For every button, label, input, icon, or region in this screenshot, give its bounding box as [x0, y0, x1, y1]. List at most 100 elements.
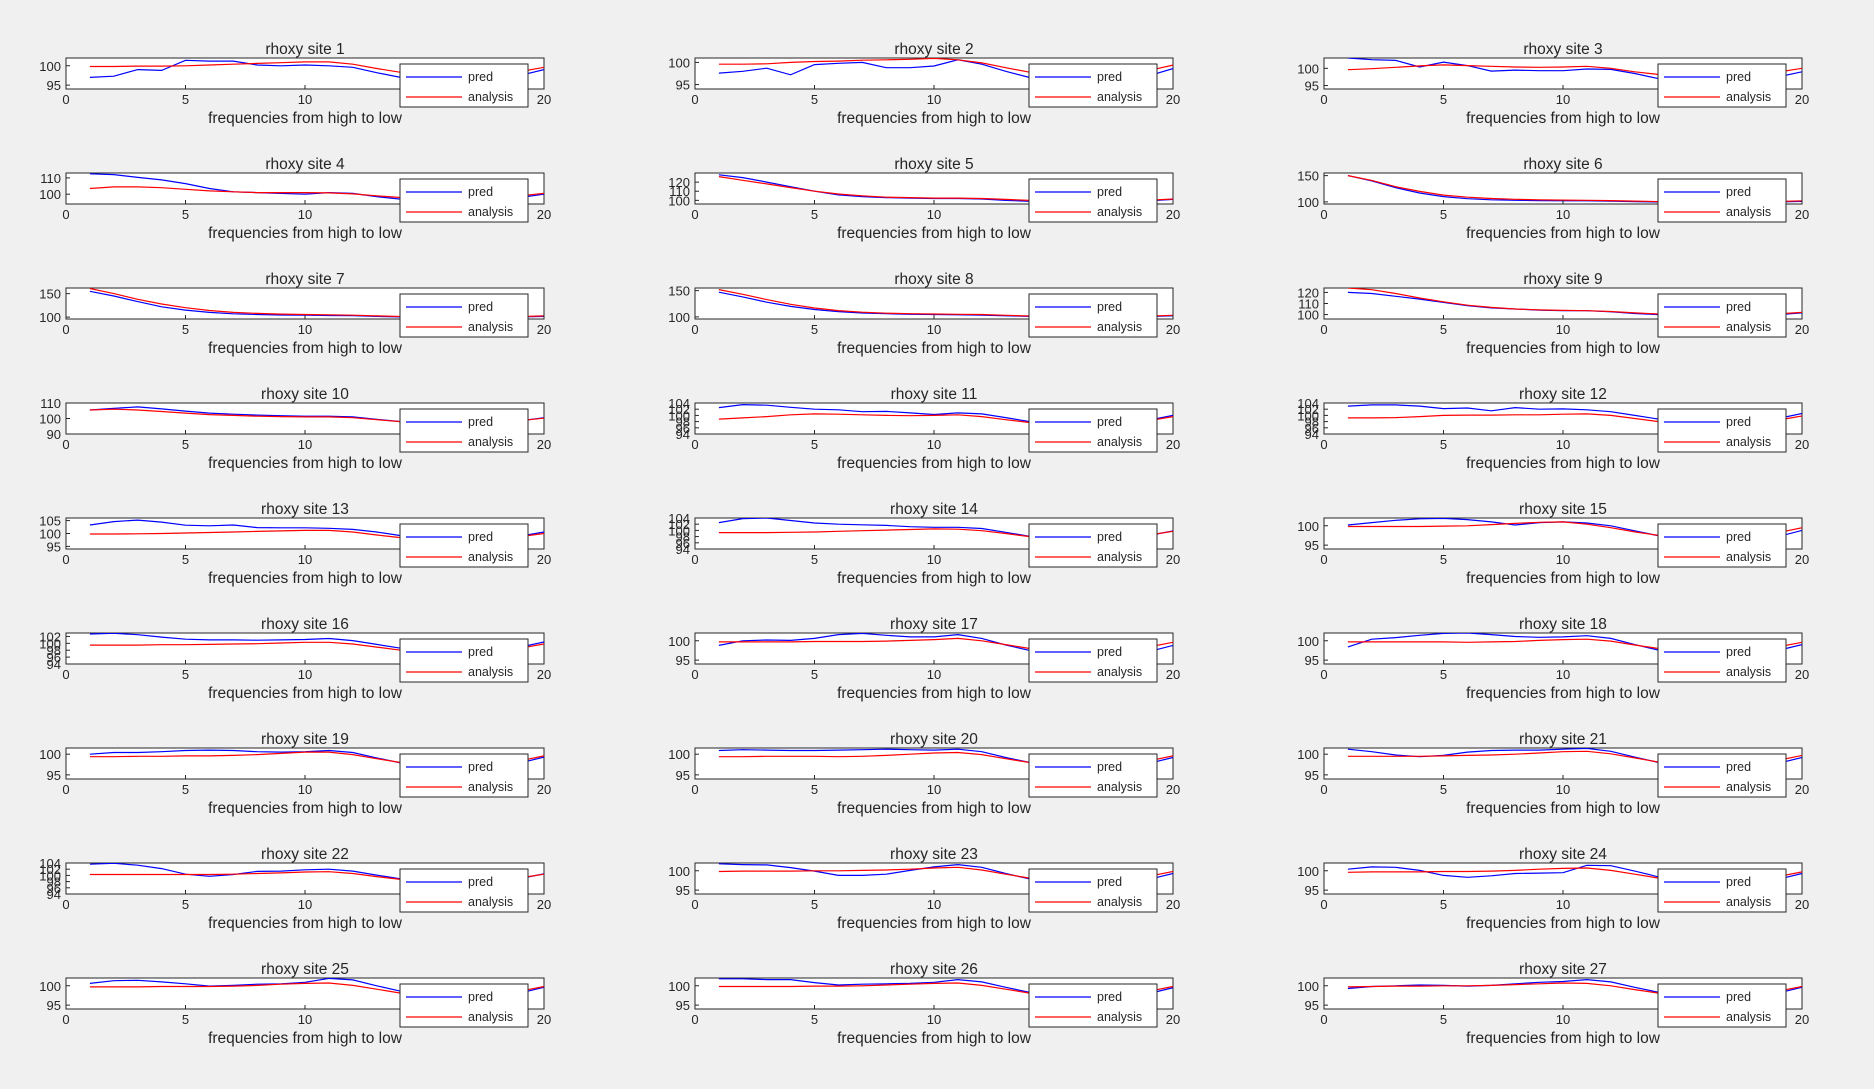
legend-box — [1657, 408, 1787, 453]
subplot-title: rhoxy site 12 — [1519, 386, 1607, 403]
x-axis-label: frequencies from high to low — [208, 225, 403, 242]
legend-label-pred: pred — [1097, 645, 1122, 659]
legend-label-pred: pred — [1097, 300, 1122, 314]
y-tick-label: 95 — [1305, 538, 1319, 553]
y-tick-label: 150 — [39, 287, 61, 302]
x-tick-label: 20 — [1795, 92, 1809, 107]
y-tick-label: 95 — [47, 539, 61, 554]
subplot-title: rhoxy site 5 — [894, 156, 973, 173]
legend-label-pred: pred — [1726, 70, 1751, 84]
x-tick-label: 10 — [298, 92, 312, 107]
x-tick-label: 20 — [1166, 92, 1180, 107]
legend-label-analysis: analysis — [1097, 1010, 1142, 1024]
x-axis-label: frequencies from high to low — [837, 110, 1032, 127]
legend-label-pred: pred — [1726, 875, 1751, 889]
subplot-title: rhoxy site 23 — [890, 846, 978, 863]
x-tick-label: 5 — [182, 322, 189, 337]
x-tick-label: 5 — [1440, 897, 1447, 912]
x-tick-label: 0 — [691, 552, 698, 567]
y-tick-label: 100 — [668, 193, 690, 208]
y-tick-label: 90 — [47, 427, 61, 442]
y-tick-label: 96 — [47, 650, 61, 665]
x-tick-label: 20 — [1795, 437, 1809, 452]
legend-label-analysis: analysis — [1097, 780, 1142, 794]
x-tick-label: 20 — [1795, 897, 1809, 912]
y-tick-label: 95 — [1305, 883, 1319, 898]
x-tick-label: 10 — [927, 667, 941, 682]
y-tick-label: 102 — [39, 629, 61, 644]
x-tick-label: 10 — [1556, 437, 1570, 452]
legend-box — [399, 523, 529, 568]
x-axis-label: frequencies from high to low — [1466, 455, 1661, 472]
x-tick-label: 5 — [811, 437, 818, 452]
y-tick-label: 98 — [47, 875, 61, 890]
subplot-title: rhoxy site 8 — [894, 271, 973, 288]
y-tick-label: 100 — [39, 868, 61, 883]
y-tick-label: 95 — [1305, 79, 1319, 94]
x-axis-label: frequencies from high to low — [837, 915, 1032, 932]
y-tick-label: 100 — [668, 864, 690, 879]
legend-label-pred: pred — [1097, 875, 1122, 889]
x-tick-label: 5 — [811, 1012, 818, 1027]
legend: pred analysis — [399, 293, 529, 338]
legend: pred analysis — [1028, 523, 1158, 568]
x-tick-label: 20 — [537, 437, 551, 452]
x-tick-label: 20 — [537, 897, 551, 912]
x-tick-label: 10 — [1556, 782, 1570, 797]
x-tick-label: 5 — [811, 322, 818, 337]
x-tick-label: 5 — [1440, 782, 1447, 797]
y-tick-label: 95 — [47, 768, 61, 783]
y-tick-label: 100 — [1297, 61, 1319, 76]
x-tick-label: 0 — [691, 1012, 698, 1027]
legend-label-analysis: analysis — [1726, 90, 1771, 104]
x-tick-label: 5 — [1440, 92, 1447, 107]
subplot: 05101520100110120rhoxy site 5frequencies… — [668, 156, 1180, 242]
x-tick-label: 10 — [298, 1012, 312, 1027]
legend: pred analysis — [1657, 983, 1787, 1028]
x-tick-label: 0 — [691, 92, 698, 107]
x-tick-label: 10 — [1556, 897, 1570, 912]
legend: pred analysis — [1657, 753, 1787, 798]
x-tick-label: 10 — [1556, 1012, 1570, 1027]
subplot-title: rhoxy site 20 — [890, 731, 978, 748]
legend-label-pred: pred — [1097, 760, 1122, 774]
y-tick-label: 95 — [676, 653, 690, 668]
subplot-title: rhoxy site 1 — [265, 41, 344, 58]
x-tick-label: 20 — [1166, 1012, 1180, 1027]
legend: pred analysis — [399, 753, 529, 798]
y-tick-label: 98 — [676, 530, 690, 545]
y-tick-label: 104 — [1297, 396, 1319, 411]
y-tick-label: 95 — [676, 768, 690, 783]
subplot-title: rhoxy site 3 — [1523, 41, 1602, 58]
legend-label-pred: pred — [1726, 760, 1751, 774]
x-tick-label: 0 — [62, 782, 69, 797]
legend: pred analysis — [1028, 293, 1158, 338]
y-tick-label: 100 — [668, 55, 690, 70]
y-tick-label: 100 — [39, 412, 61, 427]
x-tick-label: 0 — [1320, 92, 1327, 107]
y-tick-label: 100 — [39, 59, 61, 74]
x-tick-label: 5 — [1440, 667, 1447, 682]
x-axis-label: frequencies from high to low — [837, 570, 1032, 587]
legend: pred analysis — [399, 63, 529, 108]
legend: pred analysis — [1657, 293, 1787, 338]
x-tick-label: 5 — [1440, 437, 1447, 452]
y-tick-label: 104 — [668, 511, 690, 526]
y-tick-label: 95 — [676, 78, 690, 93]
y-tick-label: 102 — [1297, 402, 1319, 417]
x-axis-label: frequencies from high to low — [837, 340, 1032, 357]
y-tick-label: 110 — [1298, 297, 1319, 312]
subplot: 05101520949698100102104rhoxy site 14freq… — [668, 501, 1180, 587]
x-tick-label: 10 — [927, 552, 941, 567]
subplot: 0510152090100110rhoxy site 10frequencies… — [39, 386, 551, 472]
x-tick-label: 5 — [182, 552, 189, 567]
x-tick-label: 0 — [1320, 782, 1327, 797]
legend-box — [399, 638, 529, 683]
x-tick-label: 0 — [1320, 437, 1327, 452]
legend: pred analysis — [1028, 868, 1158, 913]
